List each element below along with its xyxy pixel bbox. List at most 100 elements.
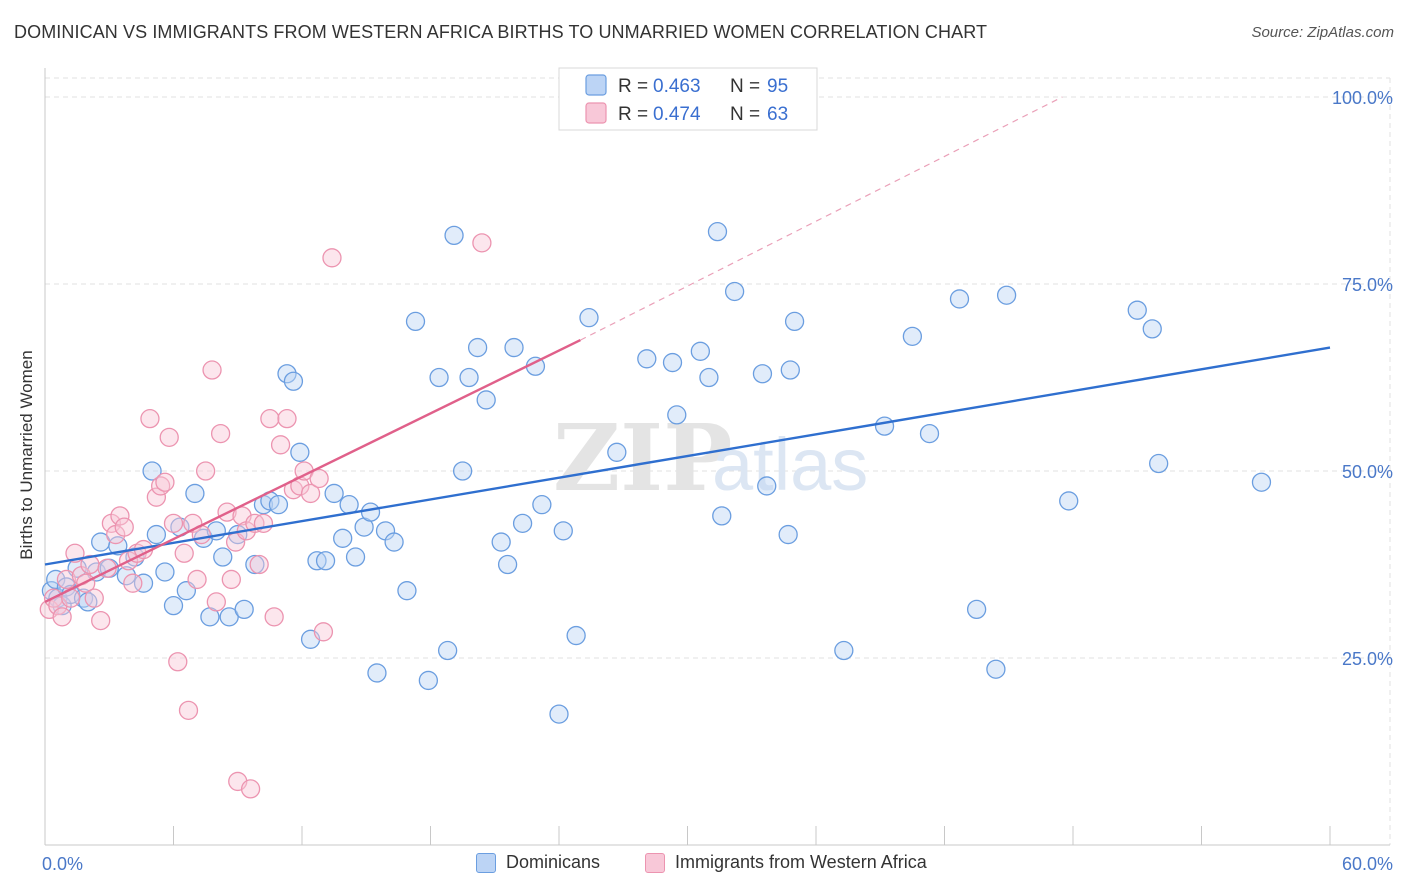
point-series0-18 <box>155 562 175 582</box>
legend-swatch-dominicans <box>585 74 607 96</box>
point-series0-87 <box>949 289 970 309</box>
x-tick-labels: 0.0% 60.0% <box>42 854 1393 874</box>
point-series0-29 <box>234 599 254 620</box>
legend: R = 0.463 N = 95 R = 0.474 N = 63 <box>558 67 818 131</box>
gridlines <box>45 77 1391 845</box>
point-series1-28 <box>174 543 194 563</box>
point-series0-70 <box>637 349 657 369</box>
series-legend-item-western-africa: Immigrants from Western Africa <box>645 852 927 873</box>
point-series0-1 <box>46 569 66 590</box>
point-series0-80 <box>778 524 798 545</box>
legend-n-label-2: N = <box>730 104 760 125</box>
point-series0-67 <box>566 625 586 646</box>
point-series0-34 <box>277 364 297 384</box>
point-series0-62 <box>512 513 533 534</box>
point-series1-31 <box>187 569 207 590</box>
point-series0-71 <box>662 352 683 373</box>
point-series0-13 <box>116 566 137 586</box>
point-series0-16 <box>142 461 162 481</box>
point-series0-30 <box>245 554 265 575</box>
point-series0-66 <box>549 704 569 724</box>
watermark-zip: ZIP <box>553 404 732 512</box>
point-series0-68 <box>579 308 599 328</box>
legend-r-label-1: R = <box>618 76 648 97</box>
legend-n-label-1: N = <box>730 76 760 97</box>
point-series0-35 <box>283 371 304 391</box>
point-series0-82 <box>784 311 805 332</box>
point-series1-16 <box>114 517 134 537</box>
point-series0-74 <box>699 367 719 388</box>
trendline-series-0 <box>44 346 1331 566</box>
point-series1-55 <box>309 468 329 489</box>
watermark: ZIP atlas <box>553 404 868 512</box>
point-series0-54 <box>444 225 464 246</box>
point-series1-57 <box>322 248 342 268</box>
y-tick-label-0: 25.0% <box>1342 649 1393 669</box>
chart-source: Source: ZipAtlas.com <box>1251 24 1394 41</box>
point-series1-3 <box>52 607 72 627</box>
point-series1-36 <box>210 423 231 444</box>
point-series0-36 <box>290 442 310 462</box>
point-series1-48 <box>264 607 284 627</box>
point-series0-17 <box>146 524 167 545</box>
point-series0-64 <box>532 495 552 515</box>
point-series0-60 <box>497 554 518 575</box>
watermark-atlas: atlas <box>712 423 868 506</box>
point-series0-83 <box>834 640 854 661</box>
point-series0-81 <box>780 360 800 380</box>
series-legend-swatch-dominicans <box>476 852 496 873</box>
point-series0-39 <box>315 551 336 571</box>
trendlines <box>44 96 1331 603</box>
point-series0-89 <box>986 659 1006 679</box>
series-1-points <box>39 233 492 799</box>
point-series0-45 <box>360 502 381 522</box>
series-points <box>39 221 1272 799</box>
point-series1-15 <box>110 506 130 526</box>
point-series0-51 <box>418 670 439 691</box>
point-series0-92 <box>1127 300 1147 320</box>
point-series1-54 <box>300 483 321 504</box>
point-series1-4 <box>56 569 77 590</box>
point-series0-15 <box>133 573 154 593</box>
point-series0-57 <box>467 337 488 358</box>
point-series1-24 <box>155 472 175 492</box>
point-series0-76 <box>712 506 732 526</box>
point-series1-27 <box>168 652 188 672</box>
legend-n-value-2: 63 <box>767 104 788 125</box>
point-series0-52 <box>429 367 449 388</box>
chart-title: DOMINICAN VS IMMIGRANTS FROM WESTERN AFR… <box>14 22 988 42</box>
y-tick-label-1: 50.0% <box>1342 462 1393 482</box>
point-series0-79 <box>757 476 777 496</box>
point-series0-48 <box>384 532 404 552</box>
point-series1-11 <box>91 610 111 631</box>
y-tick-label-3: 100.0% <box>1332 88 1393 108</box>
trendline-extension-series-1 <box>580 96 1063 341</box>
axes <box>44 68 1390 846</box>
series-legend: Dominicans Immigrants from Western Afric… <box>0 852 1406 878</box>
point-series0-56 <box>459 367 479 388</box>
point-series0-69 <box>607 442 627 462</box>
x-tick-label-1: 60.0% <box>1342 854 1393 874</box>
point-series1-56 <box>313 622 334 642</box>
y-tick-label-2: 75.0% <box>1342 275 1393 295</box>
series-0-points <box>41 221 1272 724</box>
point-series0-75 <box>707 221 728 242</box>
point-series0-40 <box>324 483 344 504</box>
series-legend-label-western-africa: Immigrants from Western Africa <box>675 852 927 872</box>
point-series0-22 <box>185 483 205 504</box>
point-series0-77 <box>724 281 745 302</box>
point-series0-86 <box>919 423 940 444</box>
point-series1-26 <box>163 513 184 534</box>
point-series0-46 <box>367 663 387 683</box>
point-series1-58 <box>472 233 492 253</box>
point-series1-10 <box>84 588 104 608</box>
point-series0-88 <box>966 599 987 620</box>
point-series1-22 <box>146 487 167 507</box>
point-series1-50 <box>277 408 297 429</box>
point-series0-53 <box>437 640 458 661</box>
point-series1-47 <box>260 408 280 429</box>
point-series1-38 <box>221 569 241 590</box>
point-series0-95 <box>1251 472 1272 492</box>
point-series0-41 <box>333 528 353 548</box>
